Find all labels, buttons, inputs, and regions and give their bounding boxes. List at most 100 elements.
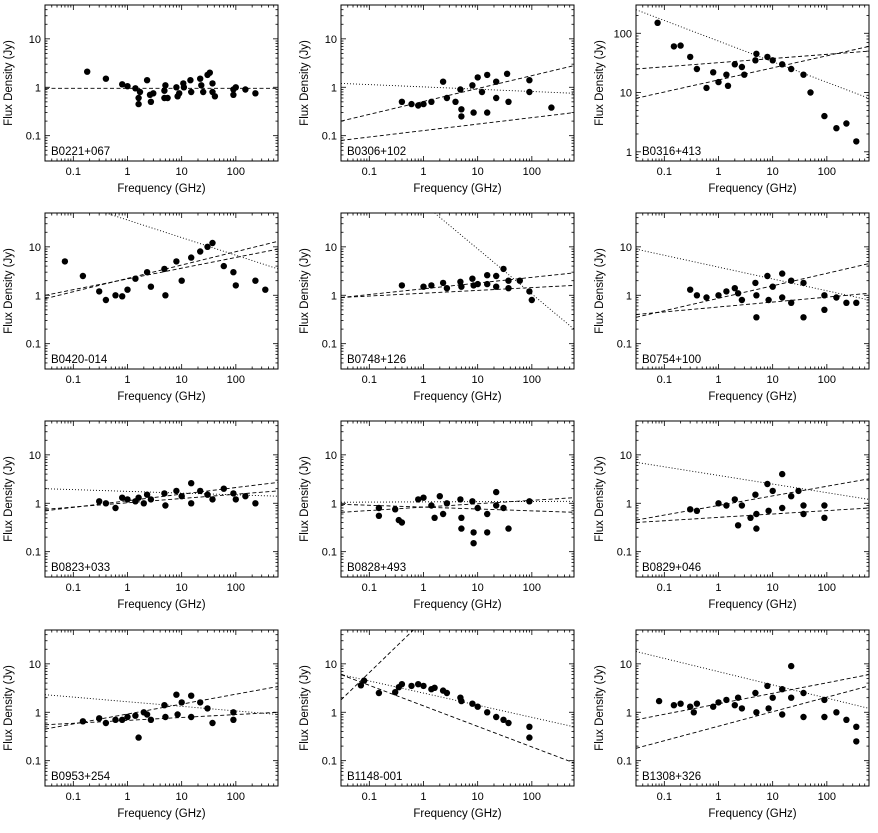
y-tick-label: 10 <box>29 242 41 254</box>
data-point <box>800 713 807 721</box>
y-tick-label: 10 <box>325 659 337 671</box>
data-point <box>843 716 850 723</box>
panel-1: 0.1 1 10 100 0.1 1 10 Frequency (GHz) Flux Densi… <box>3 4 279 195</box>
data-point <box>500 504 507 512</box>
data-point <box>197 75 204 82</box>
x-tick-label: 0.1 <box>657 582 672 594</box>
data-point <box>420 100 427 108</box>
y-tick-label: 0.1 <box>26 756 41 768</box>
data-point <box>474 280 481 288</box>
y-axis-label: Flux Density (Jy) <box>299 456 311 542</box>
data-point <box>112 716 119 723</box>
data-point <box>230 709 237 716</box>
data-point <box>197 248 204 255</box>
x-tick-label: 1 <box>715 582 721 594</box>
data-point <box>147 98 155 106</box>
y-axis-label: Flux Density (Jy) <box>299 248 311 334</box>
x-axis-label: Frequency (GHz) <box>413 391 501 403</box>
data-point <box>232 84 239 91</box>
data-point <box>764 682 771 690</box>
x-tick-label: 1 <box>420 166 426 178</box>
data-point <box>174 711 181 718</box>
data-point <box>162 292 169 299</box>
data-point <box>102 296 110 304</box>
y-tick-label: 0.1 <box>322 756 337 768</box>
data-point <box>484 529 491 536</box>
data-point <box>161 265 168 273</box>
data-point <box>452 98 459 106</box>
y-tick-label: 10 <box>620 659 632 671</box>
data-point <box>687 506 694 513</box>
data-point <box>788 299 795 306</box>
data-point <box>738 502 746 509</box>
data-point <box>436 493 443 500</box>
data-point <box>690 709 697 716</box>
data-point <box>458 283 465 290</box>
y-tick-label: 1 <box>35 82 41 94</box>
source-name: B0953+254 <box>51 771 111 783</box>
data-point <box>478 88 486 96</box>
data-point <box>398 98 406 106</box>
data-point <box>753 525 760 532</box>
data-point <box>375 504 383 512</box>
source-name: B0316+413 <box>642 146 701 158</box>
source-name: B0420-014 <box>51 354 108 366</box>
data-point <box>505 285 512 292</box>
data-point <box>178 493 185 500</box>
data-point <box>147 496 155 503</box>
plot-frame <box>44 212 279 370</box>
data-point <box>209 719 216 727</box>
data-point <box>779 61 786 68</box>
x-tick-label: 0.1 <box>657 791 672 803</box>
y-tick-label: 1 <box>35 498 41 510</box>
data-point <box>392 689 399 696</box>
data-point <box>198 82 205 89</box>
data-point <box>135 100 142 108</box>
x-tick-label: 100 <box>818 791 836 803</box>
data-point <box>715 500 722 507</box>
data-point <box>752 491 759 498</box>
data-point <box>150 90 157 97</box>
data-point <box>143 711 151 718</box>
data-point <box>96 498 103 505</box>
x-tick-label: 100 <box>227 791 245 803</box>
data-point <box>800 279 807 287</box>
x-tick-label: 1 <box>420 374 426 386</box>
y-axis-label: Flux Density (Jy) <box>3 248 15 334</box>
data-point <box>505 98 512 106</box>
data-point <box>470 109 477 116</box>
data-point <box>230 269 237 276</box>
data-point <box>124 286 131 293</box>
data-point <box>458 525 465 532</box>
x-tick-label: 10 <box>472 374 484 386</box>
x-axis-label: Frequency (GHz) <box>117 599 205 611</box>
y-axis-label: Flux Density (Jy) <box>594 248 606 334</box>
data-point <box>188 500 195 507</box>
data-point <box>505 525 512 532</box>
x-tick-label: 0.1 <box>66 582 81 594</box>
fit-line-dotted <box>636 248 869 301</box>
data-point <box>161 490 168 497</box>
data-point <box>765 705 772 712</box>
data-point <box>723 502 730 509</box>
data-point <box>188 88 195 96</box>
data-point <box>220 485 227 492</box>
data-point <box>415 496 422 503</box>
source-name: B1148-001 <box>347 771 402 783</box>
data-point <box>779 504 786 512</box>
data-point <box>443 285 451 292</box>
data-point <box>262 286 269 293</box>
data-point <box>79 272 87 280</box>
data-point <box>209 496 216 503</box>
source-name: B0306+102 <box>347 146 406 158</box>
panel-11: 0.1 1 10 100 0.1 1 10 Frequency (GHz) Flux Densi… <box>299 629 575 820</box>
x-axis-label: Frequency (GHz) <box>117 391 205 403</box>
data-point <box>428 502 435 509</box>
x-tick-label: 10 <box>767 791 779 803</box>
data-point <box>474 504 481 512</box>
data-point <box>800 502 807 509</box>
plot-frame <box>635 629 870 787</box>
y-tick-label: 0.1 <box>322 339 337 351</box>
panel-4: 0.1 1 10 100 0.1 1 10 Frequency (GHz) Flux Densi… <box>3 212 279 403</box>
data-point <box>143 269 151 276</box>
